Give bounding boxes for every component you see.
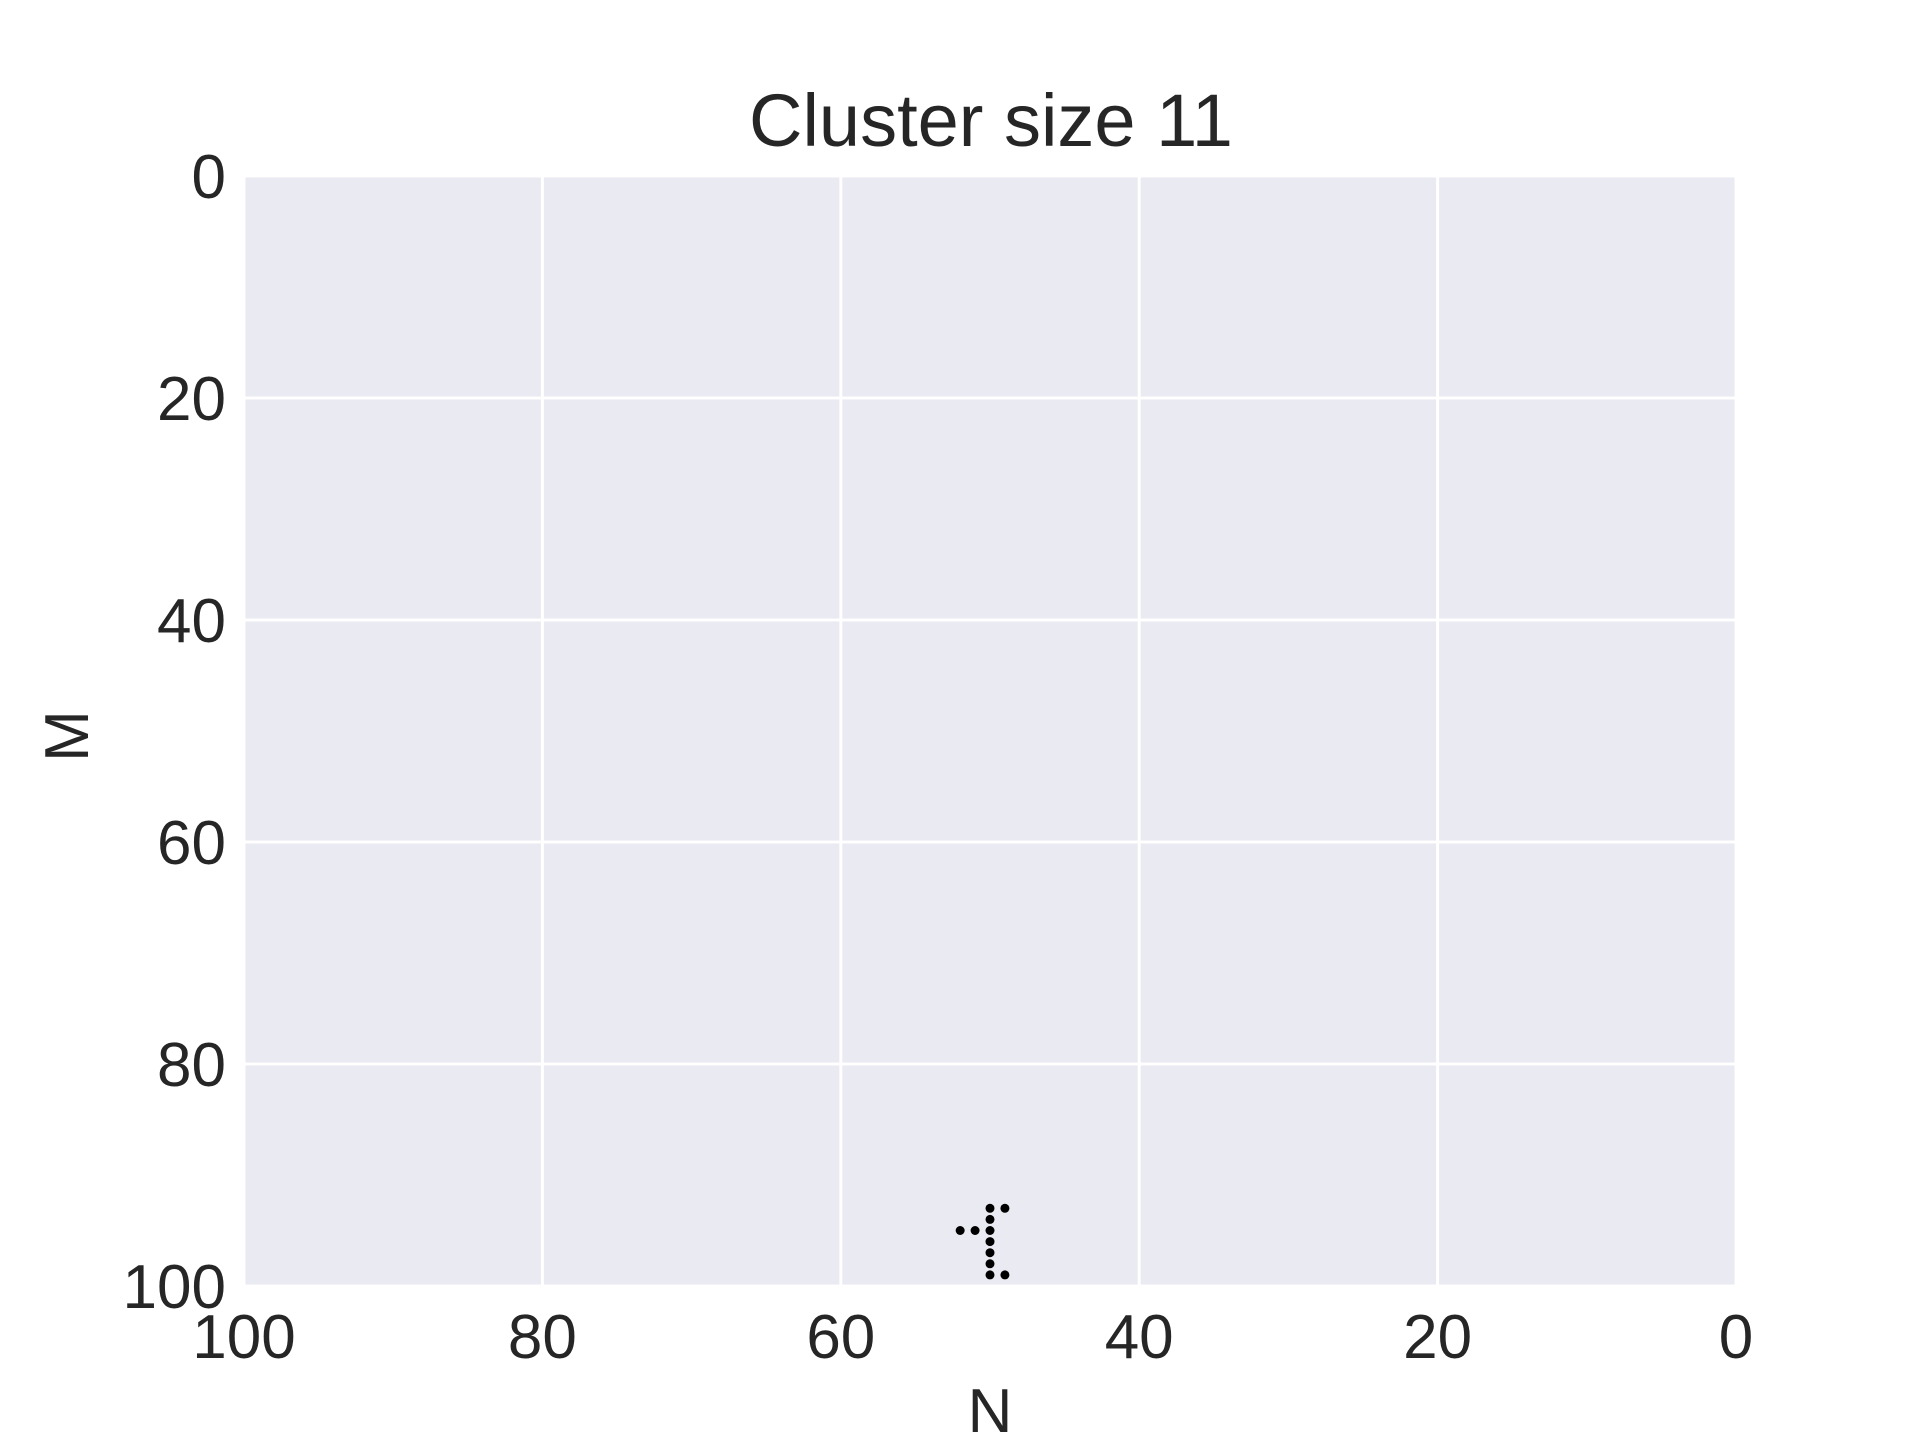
x-tick-label: 60	[806, 1303, 875, 1372]
y-axis-label: M	[33, 710, 102, 762]
data-points	[955, 1203, 1010, 1280]
x-tick-label: 40	[1105, 1303, 1174, 1372]
data-point	[985, 1226, 995, 1235]
data-point	[1000, 1203, 1010, 1213]
x-tick-label: 80	[508, 1303, 577, 1372]
x-tick-label: 0	[1719, 1303, 1753, 1372]
data-point	[985, 1259, 995, 1269]
y-tick-label: 20	[157, 365, 226, 434]
chart-title: Cluster size 11	[749, 79, 1233, 162]
data-point	[970, 1226, 980, 1235]
data-point	[985, 1203, 995, 1213]
grid-lines	[242, 174, 1738, 1288]
y-tick-label: 60	[157, 809, 226, 878]
data-point	[1000, 1270, 1010, 1280]
data-point	[955, 1226, 965, 1235]
y-tick-labels: 0 20 40 60 80 100	[123, 143, 226, 1322]
plot-area	[244, 176, 1736, 1286]
y-tick-label: 0	[192, 143, 226, 212]
data-point	[985, 1248, 995, 1258]
y-tick-label: 80	[157, 1031, 226, 1100]
data-point	[985, 1214, 995, 1224]
y-tick-label: 100	[123, 1253, 226, 1322]
x-tick-label: 20	[1403, 1303, 1472, 1372]
data-point	[985, 1237, 995, 1247]
y-tick-label: 40	[157, 587, 226, 656]
x-tick-label: 100	[192, 1303, 295, 1372]
data-point	[985, 1270, 995, 1280]
x-tick-labels: 100 80 60 40 20 0	[192, 1303, 1753, 1372]
x-axis-label: N	[968, 1377, 1013, 1440]
